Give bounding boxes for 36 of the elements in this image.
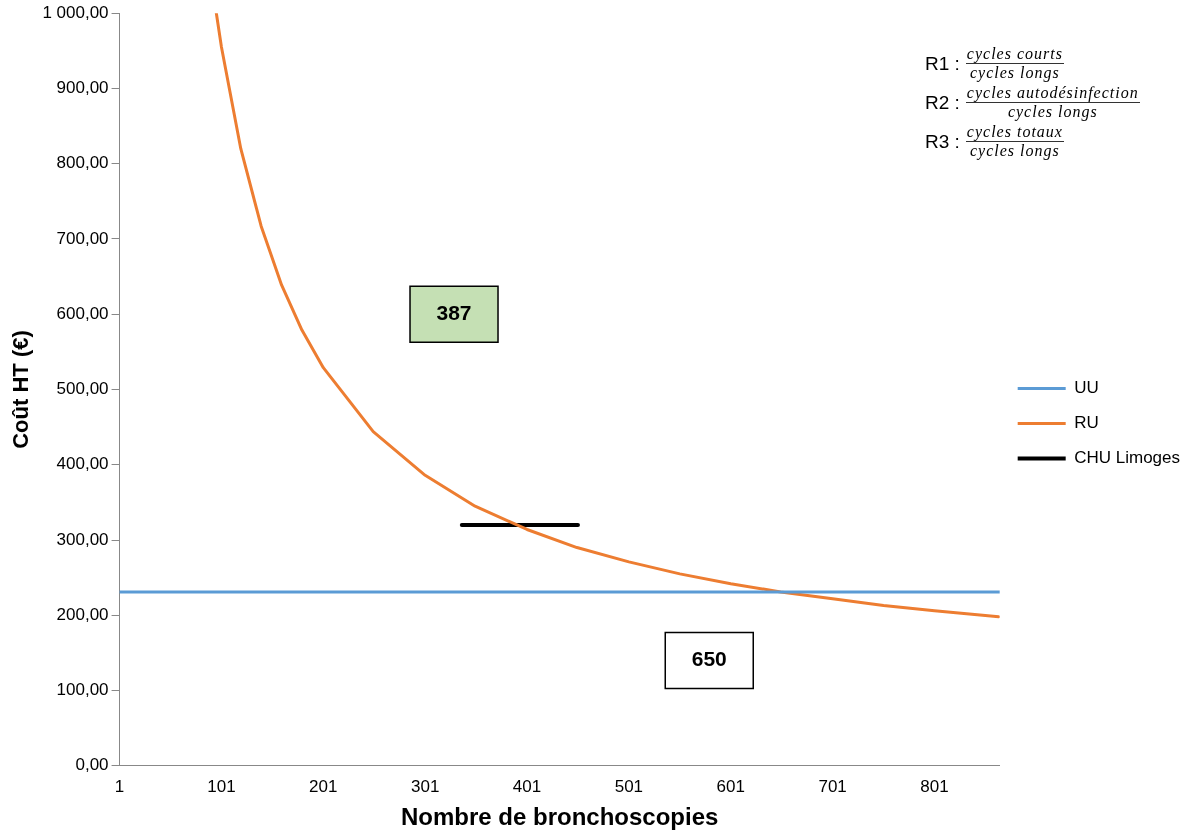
annotation: R3 : (925, 130, 960, 153)
y-tick-label: 600,00 (56, 303, 109, 323)
x-tick-label: 401 (512, 776, 542, 796)
y-tick-label: 800,00 (56, 153, 109, 173)
y-tick-label: 1 000,00 (42, 2, 109, 22)
y-tick-label: 400,00 (56, 454, 109, 474)
x-tick-label: 201 (309, 776, 338, 796)
annotation: R2 : (925, 91, 960, 114)
annotation: cycles longs (970, 64, 1060, 82)
annotation: cycles longs (970, 142, 1060, 160)
y-tick-label: 100,00 (56, 680, 109, 700)
annotation: cycles totaux (965, 123, 1064, 142)
annotation: R1 : (925, 52, 960, 75)
x-tick-label: 601 (716, 776, 745, 796)
annotation: cycles autodésinfection (965, 84, 1140, 103)
y-tick-label: 200,00 (56, 604, 109, 624)
x-tick-label: 701 (818, 776, 847, 796)
x-tick-label: 101 (207, 776, 236, 796)
annotation: 650 (691, 647, 727, 671)
y-tick-label: 700,00 (56, 228, 109, 248)
x-tick-label: 1 (114, 776, 125, 796)
x-tick-label: 801 (920, 776, 949, 796)
legend-label: RU (1074, 413, 1099, 433)
x-tick-label: 501 (614, 776, 644, 796)
legend-label: UU (1074, 378, 1099, 398)
y-tick-label: 500,00 (56, 379, 109, 399)
y-tick-label: 0,00 (75, 755, 109, 775)
y-tick-label: 300,00 (56, 529, 109, 549)
x-axis-title: Nombre de bronchoscopies (400, 803, 719, 831)
text: cycles longs (1007, 103, 1098, 121)
x-tick-label: 301 (410, 776, 440, 796)
legend-label: CHU Limoges (1074, 448, 1180, 468)
y-axis-title: Coût HT (€) (8, 330, 34, 449)
annotation: cycles courts (965, 45, 1064, 64)
y-tick-label: 900,00 (56, 78, 109, 98)
annotation: 387 (436, 301, 472, 325)
